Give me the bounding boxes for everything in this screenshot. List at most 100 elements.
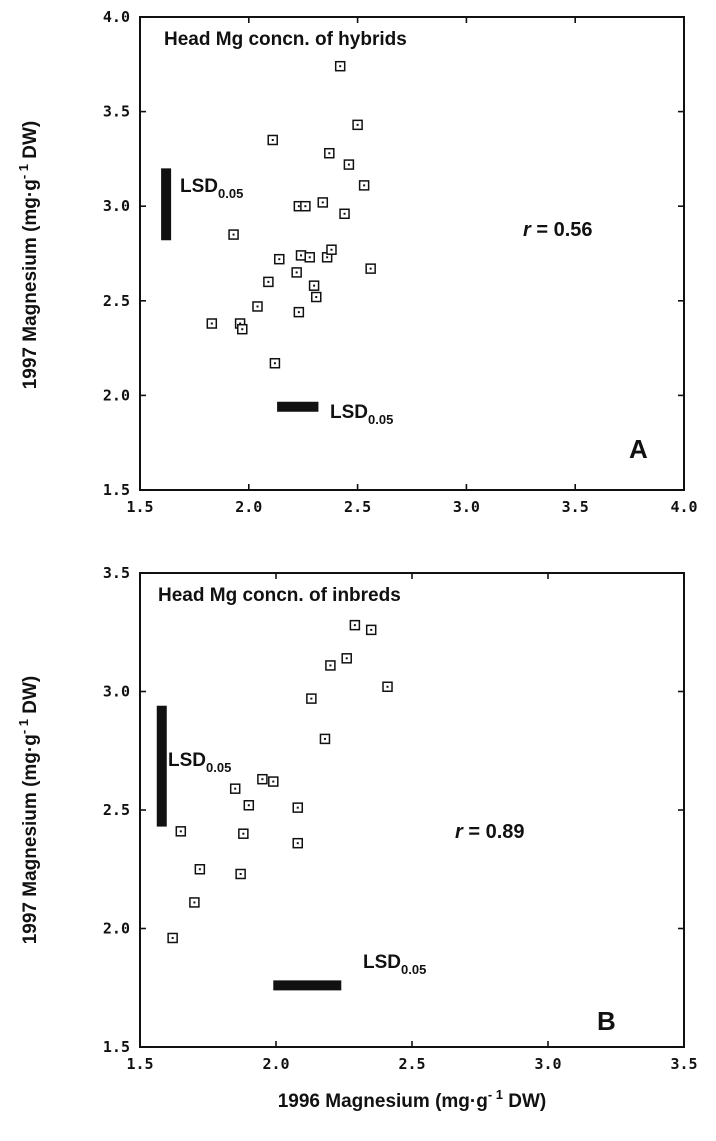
data-point-center	[193, 901, 196, 904]
x-tick-label: 2.5	[344, 498, 371, 516]
lsd-vertical-label: LSD0.05	[180, 176, 243, 201]
data-point-center	[179, 830, 182, 833]
y-tick-label: 3.5	[103, 103, 130, 121]
y-axis-label-superscript: - 1	[16, 719, 31, 734]
y-tick-label: 1.5	[103, 1038, 130, 1056]
data-point-center	[171, 936, 174, 939]
x-tick-label: 2.0	[235, 498, 262, 516]
data-point-center	[297, 205, 300, 208]
panel-a-hybrids-chart: 1.5 2.0 2.5 3.0 3.5 4.0 1.5 2.0 2.5 3.0 3.5 4.0 Head…	[16, 8, 698, 516]
data-point	[206, 318, 218, 329]
y-tick-label: 3.0	[103, 683, 130, 701]
y-axis-label-part: g	[20, 179, 41, 191]
correlation-label: r = 0.89	[455, 821, 525, 843]
panel-label: B	[597, 1006, 616, 1036]
panel-label: A	[629, 434, 648, 464]
data-point	[235, 868, 246, 880]
data-point	[317, 197, 329, 208]
data-point	[292, 802, 304, 813]
data-point	[326, 244, 337, 255]
lsd-subscript: 0.05	[368, 412, 393, 427]
data-point-center	[356, 123, 359, 126]
data-point-center	[313, 284, 316, 287]
x-tick-label: 2.0	[262, 1055, 289, 1073]
x-tick-label: 2.5	[398, 1055, 425, 1073]
data-point-center	[296, 806, 299, 809]
data-point-center	[198, 868, 201, 871]
data-point-center	[295, 271, 298, 274]
data-point-center	[278, 258, 281, 261]
x-tick-label: 3.0	[453, 498, 480, 516]
data-point-center	[369, 267, 372, 270]
data-point	[343, 159, 355, 170]
data-point	[306, 693, 317, 704]
y-tick-label: 2.5	[103, 292, 130, 310]
data-point	[291, 267, 302, 278]
data-point-center	[261, 778, 264, 781]
middle-dot: ·	[470, 1091, 476, 1112]
x-tick-label: 3.5	[670, 1055, 697, 1073]
y-axis-label-part: DW)	[20, 676, 41, 719]
data-point	[189, 897, 200, 908]
x-tick-label: 1.5	[126, 1055, 153, 1073]
data-point	[238, 828, 249, 839]
y-axis-label-superscript: - 1	[16, 164, 31, 179]
data-point	[300, 200, 311, 212]
data-point-center	[297, 311, 300, 314]
data-point-center	[210, 322, 213, 325]
x-axis-label-superscript: - 1	[488, 1087, 503, 1102]
x-axis-label-part: g	[476, 1091, 488, 1112]
data-point-center	[370, 628, 373, 631]
middle-dot: ·	[20, 746, 41, 752]
data-point-center	[300, 254, 303, 257]
data-point-center	[296, 842, 299, 845]
data-point	[257, 773, 268, 785]
lsd-vertical-bar	[156, 705, 167, 827]
data-point	[167, 932, 178, 944]
data-point-center	[256, 305, 259, 308]
data-point	[243, 800, 255, 811]
data-point-center	[239, 872, 242, 875]
lsd-main-text: LSD	[363, 952, 401, 973]
data-point-center	[321, 201, 324, 204]
data-point	[237, 323, 248, 335]
data-point	[334, 60, 346, 72]
x-axis-label-part: 1996 Magnesium (mg	[278, 1091, 470, 1112]
data-point-center	[329, 664, 332, 667]
x-axis-label: 1996 Magnesium (mg·g- 1 DW)	[278, 1087, 547, 1112]
data-point	[292, 837, 304, 849]
lsd-subscript: 0.05	[218, 186, 243, 201]
lsd-horizontal-bar	[273, 980, 342, 991]
data-point-center	[345, 657, 348, 660]
data-point-center	[308, 256, 311, 259]
data-point	[175, 826, 187, 837]
correlation-label: r = 0.56	[523, 219, 593, 241]
data-point-center	[386, 685, 389, 688]
y-axis-label-part: 1997 Magnesium (mg	[20, 752, 41, 944]
y-tick-label: 2.0	[103, 920, 130, 938]
data-point-center	[310, 697, 313, 700]
data-point	[269, 357, 281, 369]
r-value: = 0.56	[531, 219, 593, 241]
data-point-center	[326, 256, 329, 259]
lsd-vertical-bar	[161, 168, 172, 241]
middle-dot: ·	[20, 191, 41, 197]
y-tick-label: 3.0	[103, 197, 130, 215]
data-point	[308, 280, 320, 291]
data-point-center	[241, 328, 244, 331]
lsd-horizontal-label: LSD0.05	[363, 952, 426, 977]
y-tick-label: 1.5	[103, 481, 130, 499]
y-axis-label-part: DW)	[20, 121, 41, 164]
data-point	[352, 119, 363, 131]
y-axis-label: 1997 Magnesium (mg·g- 1 DW)	[16, 676, 41, 945]
data-point	[349, 619, 361, 631]
data-point	[324, 147, 335, 159]
y-axis-label-part: g	[20, 734, 41, 746]
x-tick-label: 3.5	[562, 498, 589, 516]
data-point	[263, 276, 274, 288]
data-point-center	[239, 322, 242, 325]
x-tick-label: 4.0	[670, 498, 697, 516]
data-point	[311, 291, 322, 303]
r-symbol: r	[523, 219, 532, 241]
